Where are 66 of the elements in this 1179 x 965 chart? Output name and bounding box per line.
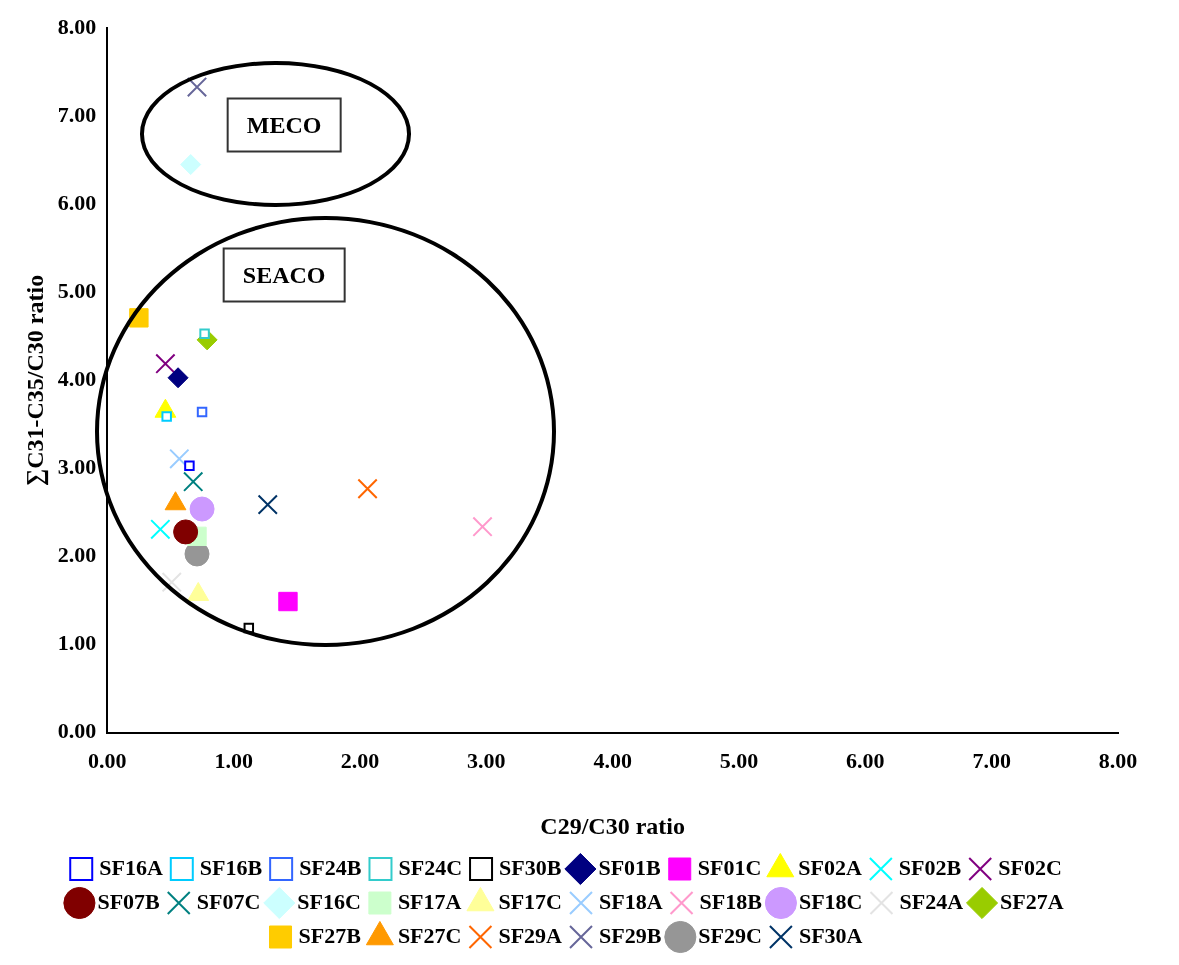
x-tick-label: 3.00 — [467, 747, 506, 773]
point — [167, 367, 189, 389]
legend-label: SF02A — [798, 854, 862, 880]
legend-label: SF07C — [196, 888, 261, 914]
x-tick-label: 1.00 — [214, 747, 253, 773]
x-tick-label: 2.00 — [340, 747, 380, 773]
legend-label: SF24C — [398, 854, 463, 880]
y-tick-label: 6.00 — [57, 189, 97, 215]
x-tick-label: 6.00 — [846, 747, 885, 773]
legend-label: SF02C — [998, 854, 1062, 880]
legend-label: SF24A — [899, 888, 964, 914]
point — [150, 519, 171, 540]
y-tick-label: 4.00 — [57, 366, 97, 392]
legend-label: SF29C — [698, 922, 762, 948]
legend-label: SF18A — [599, 888, 663, 914]
y-axis-title: ∑C31-C35/C30 ratio — [21, 274, 49, 486]
point — [189, 496, 215, 522]
legend-label: SF18B — [699, 888, 763, 914]
annotation: SEACO — [222, 247, 346, 303]
y-tick-label: 1.00 — [57, 630, 97, 656]
point — [155, 353, 176, 374]
x-tick-label: 0.00 — [88, 747, 127, 773]
point — [186, 76, 208, 98]
x-tick-label: 5.00 — [719, 747, 759, 773]
legend-label: SF01C — [697, 854, 762, 880]
x-tick-label: 4.00 — [593, 747, 632, 773]
legend-label: SF29A — [498, 922, 563, 948]
point — [278, 591, 298, 612]
annotation: MECO — [226, 97, 342, 153]
legend-label: SF30A — [798, 922, 863, 948]
legend-label: SF27A — [1000, 888, 1064, 914]
legend-label: SF16B — [199, 854, 263, 880]
point — [161, 571, 182, 593]
y-tick-label: 3.00 — [57, 454, 97, 480]
legend-label: SF27C — [397, 922, 462, 948]
legend-label: SF29B — [599, 922, 662, 948]
y-tick-label: 8.00 — [57, 13, 97, 39]
point — [199, 328, 210, 339]
point — [472, 516, 493, 537]
point — [183, 471, 204, 492]
y-tick-label: 0.00 — [57, 718, 97, 744]
legend-label: SF07B — [97, 888, 161, 914]
legend-label: SF17C — [498, 888, 562, 914]
legend-label: SF16C — [297, 888, 361, 914]
legend-label: SF18C — [798, 888, 863, 914]
legend-label: SF30B — [499, 854, 562, 880]
y-tick-label: 7.00 — [57, 101, 97, 127]
point — [169, 448, 190, 469]
point — [257, 494, 278, 515]
legend-label: SF24B — [299, 854, 362, 880]
legend-label: SF16A — [99, 854, 163, 880]
x-axis-title: C29/C30 ratio — [540, 812, 685, 839]
x-tick-label: 7.00 — [972, 747, 1011, 773]
point — [173, 519, 199, 545]
legend-label: SF01B — [598, 854, 662, 880]
point — [180, 154, 202, 176]
point — [161, 411, 172, 422]
y-tick-label: 5.00 — [57, 277, 97, 303]
point — [196, 406, 208, 418]
point — [184, 460, 195, 472]
y-tick-label: 2.00 — [57, 542, 97, 568]
x-tick-label: 8.00 — [1098, 747, 1138, 773]
legend-label: SF02B — [898, 854, 962, 880]
legend-label: SF27B — [298, 922, 362, 948]
point — [357, 478, 378, 499]
legend-label: SF17A — [397, 888, 462, 914]
